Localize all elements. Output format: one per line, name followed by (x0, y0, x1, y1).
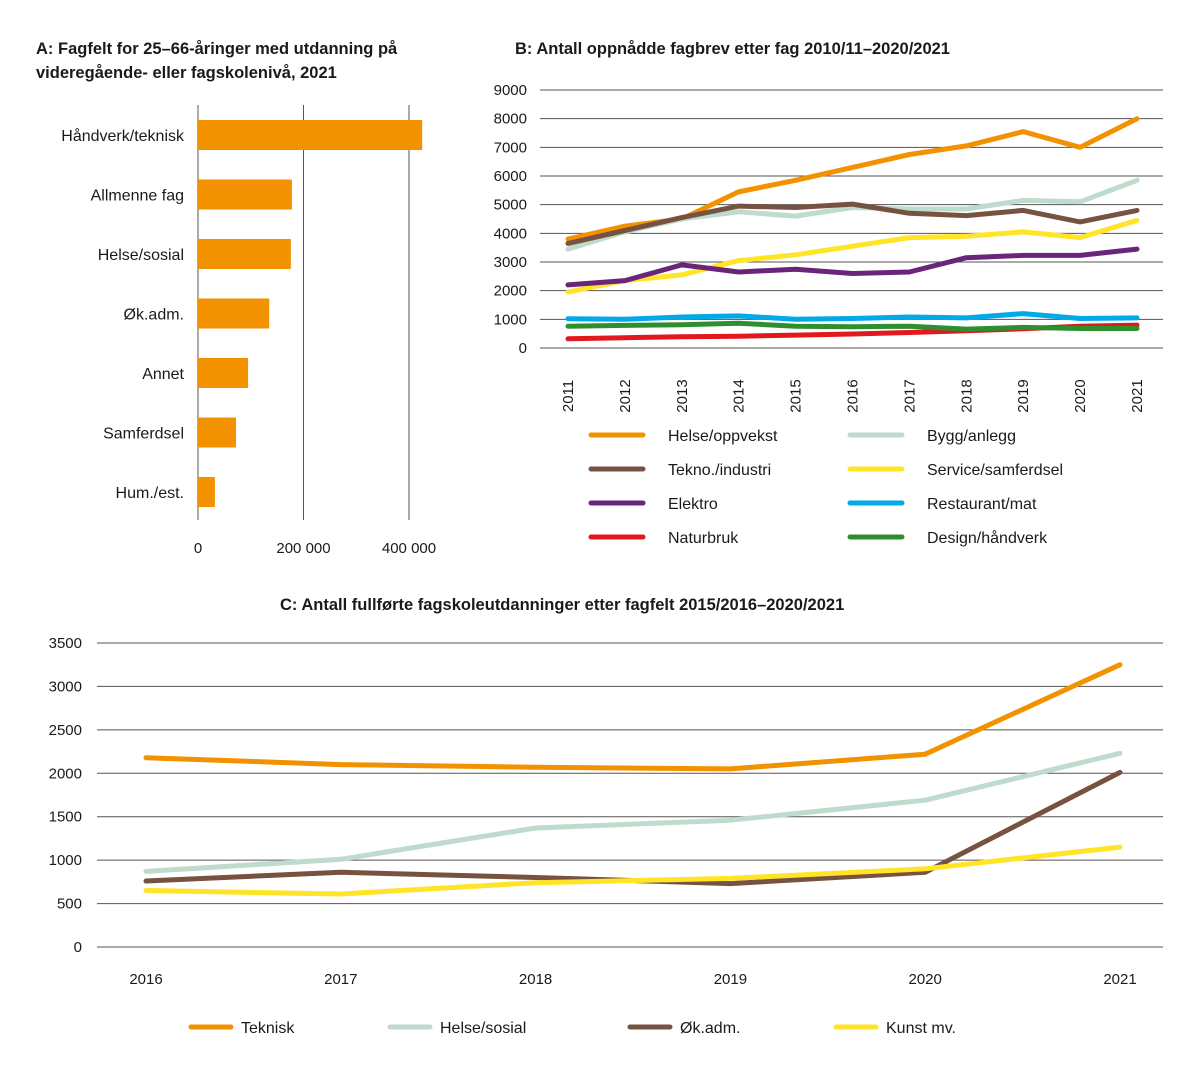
chart-a-category-label: Samferdsel (103, 426, 184, 443)
chart-b-series-design-håndverk (565, 320, 1140, 332)
chart-c-ytick-label: 3500 (49, 635, 82, 652)
chart-b-xtick-label: 2020 (1072, 379, 1089, 412)
chart-b-ytick-label: 3000 (494, 254, 527, 271)
chart-c-ytick-label: 1500 (49, 809, 82, 826)
chart-b-ytick-label: 8000 (494, 111, 527, 128)
chart-b-xtick-label: 2014 (731, 379, 748, 412)
chart-c-ytick-label: 1000 (49, 852, 82, 869)
chart-b-xtick-label: 2018 (958, 379, 975, 412)
chart-a-bar-håndverk-teknisk (198, 120, 423, 150)
chart-b-ytick-label: 6000 (494, 168, 527, 185)
chart-a-category-label: Håndverk/teknisk (61, 127, 185, 145)
chart-c-xtick-label: 2019 (714, 971, 747, 988)
chart-a-category-label: Hum./est. (116, 485, 184, 502)
chart-a-bar-helse-sosial (198, 239, 291, 269)
chart-b-ytick-label: 2000 (494, 283, 527, 300)
chart-c-xtick-label: 2018 (519, 971, 552, 988)
chart-b-ytick-label: 4000 (494, 225, 527, 242)
chart-b-series-restaurant-mat (565, 311, 1140, 322)
chart-c-ytick-label: 2500 (49, 722, 82, 739)
chart-c-ytick-label: 0 (74, 939, 82, 956)
chart-b-xtick-label: 2017 (901, 379, 918, 412)
chart-c-legend-label: Teknisk (241, 1020, 295, 1037)
chart-a-category-label: Helse/sosial (98, 247, 184, 264)
chart-b-xtick-label: 2015 (788, 379, 805, 412)
chart-a-category-label: Allmenne fag (91, 188, 184, 205)
chart-b-ytick-label: 0 (519, 340, 527, 357)
chart-b-legend-label: Design/håndverk (927, 529, 1048, 547)
chart-b-xtick-label: 2019 (1015, 379, 1032, 412)
chart-c-ytick-label: 3000 (49, 678, 82, 695)
chart-b-ytick-label: 1000 (494, 311, 527, 328)
chart-c-title: C: Antall fullførte fagskoleutdanninger … (280, 596, 845, 614)
chart-c-xtick-label: 2021 (1103, 971, 1136, 988)
chart-b-xtick-label: 2011 (560, 380, 577, 412)
chart-b-ytick-label: 7000 (494, 139, 527, 156)
chart-b-legend-label: Bygg/anlegg (927, 428, 1016, 445)
chart-b-legend-label: Naturbruk (668, 530, 739, 547)
chart-b-legend-label: Service/samferdsel (927, 462, 1063, 479)
chart-b-ytick-label: 9000 (494, 82, 527, 99)
chart-b-xtick-label: 2012 (617, 379, 634, 412)
chart-b-ytick-label: 5000 (494, 197, 527, 214)
chart-a-xtick-label: 0 (194, 540, 202, 557)
chart-b-legend-label: Tekno./industri (668, 462, 771, 479)
chart-c-xtick-label: 2017 (324, 971, 357, 988)
chart-b-title: B: Antall oppnådde fagbrev etter fag 201… (515, 40, 950, 58)
chart-c-xtick-label: 2016 (129, 971, 162, 988)
chart-b-legend-label: Restaurant/mat (927, 496, 1037, 513)
chart-b-series-service-samferdsel (565, 217, 1140, 295)
chart-a-xtick-label: 200 000 (276, 540, 330, 557)
chart-b-xtick-label: 2013 (674, 379, 691, 412)
chart-c-legend-label: Øk.adm. (680, 1020, 740, 1037)
chart-a-bar-hum-est (198, 477, 215, 507)
chart-a-bar-øk-adm (198, 298, 270, 329)
chart-c-xtick-label: 2020 (909, 971, 942, 988)
chart-a-bar-samferdsel (198, 417, 236, 448)
chart-c-series-kunst-mv (143, 844, 1123, 897)
chart-b-xtick-label: 2016 (845, 379, 862, 412)
chart-a-bar-annet (198, 358, 249, 388)
chart-a-title-line-1: A: Fagfelt for 25–66-åringer med utdanni… (36, 40, 398, 58)
chart-b-xtick-label: 2021 (1129, 379, 1146, 412)
chart-c-series-teknisk (143, 662, 1123, 772)
chart-b-series-elektro (565, 246, 1140, 288)
chart-c-legend-label: Kunst mv. (886, 1020, 956, 1037)
chart-a-bar-allmenne-fag (198, 179, 292, 210)
chart-c-ytick-label: 2000 (49, 765, 82, 782)
chart-b-series-tekno-industri (565, 201, 1140, 246)
chart-c-ytick-label: 500 (57, 896, 82, 913)
chart-a-title: A: Fagfelt for 25–66-åringer med utdanni… (36, 37, 466, 85)
chart-a-category-label: Annet (142, 366, 184, 383)
chart-b-legend-label: Elektro (668, 496, 718, 513)
chart-a-xtick-label: 400 000 (382, 540, 436, 557)
chart-c-legend-label: Helse/sosial (440, 1020, 526, 1037)
chart-a-title-line-2: videregående- eller fagskolenivå, 2021 (36, 64, 337, 82)
chart-b-legend-label: Helse/oppvekst (668, 428, 778, 445)
chart-c-series-helse-sosial (143, 750, 1123, 874)
chart-a-category-label: Øk.adm. (124, 307, 184, 324)
